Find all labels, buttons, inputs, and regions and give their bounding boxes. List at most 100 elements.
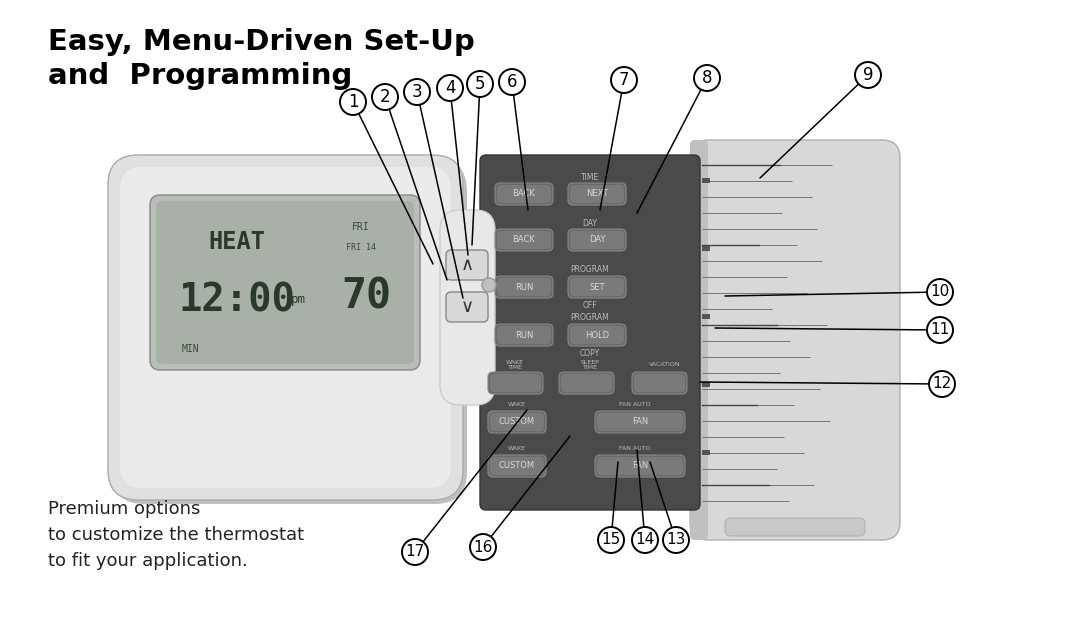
Text: 5: 5 (475, 75, 485, 93)
Text: PROGRAM: PROGRAM (570, 312, 609, 322)
FancyBboxPatch shape (497, 326, 551, 344)
FancyBboxPatch shape (595, 411, 685, 433)
Text: 12:00: 12:00 (178, 281, 295, 319)
Circle shape (927, 317, 953, 343)
FancyBboxPatch shape (561, 374, 612, 392)
Text: 4: 4 (445, 79, 456, 97)
Circle shape (855, 62, 881, 88)
Text: and  Programming: and Programming (48, 62, 352, 90)
Text: FAN AUTO: FAN AUTO (619, 403, 651, 408)
Text: 7: 7 (619, 71, 630, 89)
FancyBboxPatch shape (570, 231, 624, 249)
Text: 8: 8 (702, 69, 712, 87)
FancyBboxPatch shape (446, 250, 488, 280)
Text: 2: 2 (380, 88, 390, 106)
FancyBboxPatch shape (490, 374, 541, 392)
Text: MIN: MIN (181, 344, 200, 354)
Text: BACK: BACK (513, 189, 536, 199)
Circle shape (467, 71, 492, 97)
FancyBboxPatch shape (446, 292, 488, 322)
Text: CUSTOM: CUSTOM (499, 418, 535, 427)
FancyBboxPatch shape (497, 231, 551, 249)
Text: to fit your application.: to fit your application. (48, 552, 247, 570)
Text: NEXT: NEXT (585, 189, 608, 199)
Text: FRI: FRI (352, 221, 369, 232)
FancyBboxPatch shape (568, 276, 626, 298)
FancyBboxPatch shape (488, 411, 546, 433)
Text: Easy, Menu-Driven Set-Up: Easy, Menu-Driven Set-Up (48, 28, 475, 56)
Circle shape (437, 75, 463, 101)
Text: 12: 12 (932, 377, 951, 391)
Text: HEAT: HEAT (207, 230, 265, 254)
FancyBboxPatch shape (488, 455, 546, 477)
Circle shape (663, 527, 689, 553)
FancyBboxPatch shape (632, 372, 687, 394)
Circle shape (598, 527, 624, 553)
Text: FAN: FAN (632, 418, 648, 427)
Text: 14: 14 (635, 533, 654, 548)
FancyBboxPatch shape (490, 457, 544, 475)
Text: 1: 1 (348, 93, 359, 111)
Text: 9: 9 (863, 66, 874, 84)
FancyBboxPatch shape (634, 374, 685, 392)
FancyBboxPatch shape (120, 167, 451, 488)
Text: HOLD: HOLD (585, 331, 609, 339)
Text: DAY: DAY (589, 235, 605, 244)
Text: ∧: ∧ (460, 256, 473, 274)
FancyBboxPatch shape (495, 324, 553, 346)
FancyBboxPatch shape (497, 185, 551, 203)
Text: SET: SET (590, 283, 605, 292)
Text: DAY: DAY (582, 218, 597, 228)
FancyBboxPatch shape (570, 278, 624, 296)
Circle shape (927, 279, 953, 305)
Text: pm: pm (291, 293, 306, 307)
FancyBboxPatch shape (156, 201, 414, 364)
Text: WAKE
TIME: WAKE TIME (507, 360, 524, 370)
Circle shape (482, 278, 496, 292)
Text: 17: 17 (405, 545, 424, 560)
Circle shape (929, 371, 955, 397)
FancyBboxPatch shape (112, 159, 467, 504)
Text: RUN: RUN (515, 331, 534, 339)
Text: 11: 11 (930, 322, 949, 338)
FancyBboxPatch shape (495, 183, 553, 205)
Text: 3: 3 (411, 83, 422, 101)
Text: 70: 70 (341, 276, 391, 317)
Text: Premium options: Premium options (48, 500, 201, 518)
FancyBboxPatch shape (488, 372, 543, 394)
Bar (702, 450, 710, 455)
Bar (702, 246, 710, 251)
Circle shape (402, 539, 428, 565)
Text: OFF: OFF (583, 302, 597, 310)
Text: BACK: BACK (513, 235, 536, 244)
FancyBboxPatch shape (690, 140, 708, 540)
FancyBboxPatch shape (495, 276, 553, 298)
Text: FRI 14: FRI 14 (346, 243, 376, 252)
Text: 10: 10 (930, 285, 949, 300)
FancyBboxPatch shape (597, 457, 683, 475)
FancyBboxPatch shape (108, 155, 463, 500)
Circle shape (632, 527, 658, 553)
Text: 16: 16 (473, 540, 492, 555)
FancyBboxPatch shape (568, 324, 626, 346)
Bar (702, 178, 710, 183)
FancyBboxPatch shape (150, 195, 420, 370)
FancyBboxPatch shape (440, 210, 495, 405)
Text: SLEEP
TIME: SLEEP TIME (581, 360, 599, 370)
Text: 15: 15 (602, 533, 621, 548)
Text: to customize the thermostat: to customize the thermostat (48, 526, 305, 544)
Text: PROGRAM: PROGRAM (570, 264, 609, 273)
Text: WAKE: WAKE (508, 403, 526, 408)
FancyBboxPatch shape (725, 518, 865, 536)
Text: RUN: RUN (515, 283, 534, 292)
Text: TIME: TIME (581, 172, 599, 182)
Text: VACATION: VACATION (649, 362, 680, 367)
Circle shape (404, 79, 430, 105)
Circle shape (470, 534, 496, 560)
Text: 6: 6 (507, 73, 517, 91)
Circle shape (611, 67, 637, 93)
Text: CUSTOM: CUSTOM (499, 461, 535, 471)
Text: FAN AUTO: FAN AUTO (619, 447, 651, 452)
FancyBboxPatch shape (568, 229, 626, 251)
Circle shape (499, 69, 525, 95)
